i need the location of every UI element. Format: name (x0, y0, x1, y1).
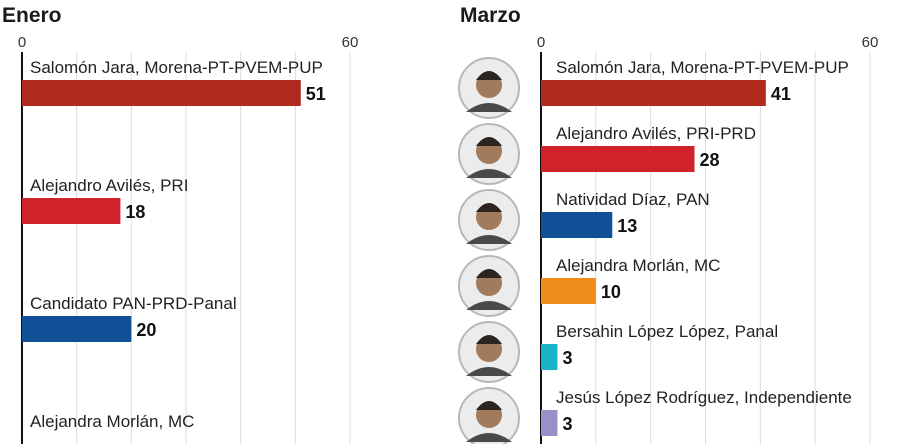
bar (541, 146, 695, 172)
bar (22, 80, 301, 106)
bar (541, 278, 596, 304)
portrait-shoulders (466, 235, 512, 244)
portrait-icon (458, 189, 520, 251)
candidate-label: Alejandra Morlán, MC (30, 412, 194, 431)
candidate-label: Jesús López Rodríguez, Independiente (556, 388, 852, 407)
bar (22, 198, 121, 224)
value-label: 10 (601, 282, 621, 302)
bar (541, 344, 558, 370)
portrait-shoulders (466, 433, 512, 442)
portrait-hair (476, 401, 502, 410)
portrait-hair (476, 137, 502, 146)
portrait-shoulders (466, 169, 512, 178)
portrait-icon (458, 321, 520, 383)
portrait-icon (458, 255, 520, 317)
candidate-label: Alejandro Avilés, PRI (30, 176, 188, 195)
chart-panel-1: Enero 0 60 Salomón Jara, Morena-PT-PVEM-PUP… (2, 4, 358, 444)
candidate-label: Candidato PAN-PRD-Panal (30, 294, 237, 313)
value-label: 20 (136, 320, 156, 340)
bar (541, 80, 766, 106)
tick-label: 0 (537, 34, 545, 51)
tick-label: 60 (342, 34, 359, 51)
chart-title: Marzo (460, 4, 521, 27)
candidate-label: Alejandra Morlán, MC (556, 256, 720, 275)
value-label: 18 (125, 202, 145, 222)
candidate-label: Bersahin López López, Panal (556, 322, 778, 341)
tick-label: 0 (18, 34, 26, 51)
portrait-hair (476, 269, 502, 278)
value-label: 3 (562, 414, 572, 434)
portrait-hair (476, 203, 502, 212)
value-label: 13 (617, 216, 637, 236)
chart-title: Enero (2, 4, 62, 27)
value-label: 51 (306, 84, 326, 104)
candidate-label: Alejandro Avilés, PRI-PRD (556, 124, 756, 143)
portrait-shoulders (466, 367, 512, 376)
portrait-hair (476, 335, 502, 344)
bar (541, 410, 558, 436)
candidate-label: Salomón Jara, Morena-PT-PVEM-PUP (556, 58, 849, 77)
value-label: 28 (700, 150, 720, 170)
tick-label: 60 (862, 34, 879, 51)
bar (541, 212, 613, 238)
portrait-shoulders (466, 103, 512, 112)
portrait-shoulders (466, 301, 512, 310)
candidate-label: Salomón Jara, Morena-PT-PVEM-PUP (30, 58, 323, 77)
portrait-icon (458, 57, 520, 119)
portrait-icon (458, 387, 520, 444)
portrait-hair (476, 71, 502, 80)
value-label: 3 (562, 348, 572, 368)
chart-panel-2: Marzo 0 60 Salomón Jara, Morena-PT-PVEM-PUP… (458, 4, 879, 444)
candidate-label: Natividad Díaz, PAN (556, 190, 710, 209)
bar (22, 316, 132, 342)
value-label: 41 (771, 84, 791, 104)
portrait-icon (458, 123, 520, 185)
